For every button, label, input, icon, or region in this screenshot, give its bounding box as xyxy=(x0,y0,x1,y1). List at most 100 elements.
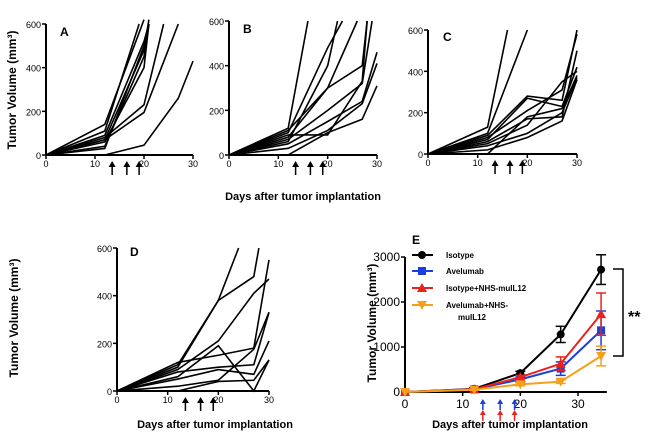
panel-a: 0 10 20 30 0 200 400 600 A Tumor Volume (mm³) xyxy=(5,19,198,175)
arrow-head-icon xyxy=(497,399,504,404)
x-tick-label: 0 xyxy=(114,395,119,405)
x-tick-label: 0 xyxy=(425,158,430,168)
x-tick-label: 30 xyxy=(188,159,198,169)
series-avelumab-nhs-muil12 xyxy=(400,345,607,397)
individual-growth-curve xyxy=(116,247,260,392)
arrow-head-icon xyxy=(518,160,526,166)
series-line xyxy=(404,329,602,393)
y-tick-label: 2000 xyxy=(373,295,400,309)
series-isotype xyxy=(401,254,607,396)
y-tick-label: 400 xyxy=(408,67,423,77)
x-tick-label: 30 xyxy=(372,159,382,169)
legend-label: Isotype+NHS-muIL12 xyxy=(446,284,527,293)
y-tick-label: 400 xyxy=(209,62,224,72)
marker-triangle-down xyxy=(400,388,410,397)
marker-triangle-down xyxy=(596,352,607,361)
x-tick-label: 20 xyxy=(522,158,532,168)
series-line xyxy=(404,313,602,393)
legend-label: muIL12 xyxy=(458,313,487,322)
y-tick-label: 600 xyxy=(97,244,112,254)
individual-growth-curve xyxy=(228,20,358,156)
panel-label: E xyxy=(412,233,420,247)
individual-growth-curve xyxy=(228,20,368,156)
significance-bracket xyxy=(613,268,624,357)
individual-growth-curve xyxy=(427,33,578,155)
individual-growth-curve xyxy=(116,344,270,393)
y-tick-label: 600 xyxy=(408,26,423,36)
individual-growth-curve xyxy=(427,29,509,155)
y-tick-label: 0 xyxy=(36,151,41,161)
panel-c: 0 10 20 30 0 200 400 600 C xyxy=(408,26,582,174)
panel-label: A xyxy=(60,25,69,39)
x-tick-label: 10 xyxy=(163,395,173,405)
panel-b: 0 10 20 30 0 200 400 600 B Days after tumor impla… xyxy=(209,17,382,203)
legend-label: Avelumab xyxy=(446,267,484,276)
individual-growth-curve xyxy=(228,20,339,156)
individual-growth-curve xyxy=(427,29,529,155)
arrow-head-icon xyxy=(491,160,499,166)
y-tick-label: 0 xyxy=(418,150,423,160)
individual-growth-curve xyxy=(427,66,578,155)
individual-growth-curve xyxy=(45,19,145,156)
individual-growth-curve xyxy=(45,23,150,156)
individual-growth-curve xyxy=(116,278,270,392)
marker-circle xyxy=(556,330,565,339)
arrow-head-icon xyxy=(209,397,217,403)
individual-growth-curve xyxy=(427,79,578,155)
x-tick-label: 0 xyxy=(43,159,48,169)
individual-growth-curve xyxy=(427,77,578,155)
marker-triangle-down xyxy=(417,301,427,310)
individual-growth-curve xyxy=(229,85,378,156)
x-axis-label: Days after tumor implantation xyxy=(432,419,588,431)
y-tick-label: 0 xyxy=(107,387,112,397)
panel-label: B xyxy=(243,22,252,36)
arrow-head-icon xyxy=(292,161,300,167)
arrow-head-icon xyxy=(181,397,189,403)
series-line xyxy=(404,355,602,393)
x-tick-label: 10 xyxy=(90,159,100,169)
individual-growth-curve xyxy=(228,20,373,156)
y-tick-label: 3000 xyxy=(373,250,400,264)
x-tick-label: 20 xyxy=(514,397,528,411)
panel-label: D xyxy=(130,245,139,259)
individual-growth-curve xyxy=(117,359,270,392)
y-tick-label: 600 xyxy=(209,17,224,27)
individual-growth-curve xyxy=(45,23,180,156)
marker-triangle-down xyxy=(555,377,566,387)
x-tick-label: 0 xyxy=(402,397,409,411)
marker-square xyxy=(418,267,426,275)
individual-growth-curve xyxy=(116,312,270,392)
legend: Isotype Avelumab Isotype+NHS-muIL12 Aveluma… xyxy=(412,251,527,322)
y-tick-label: 0 xyxy=(219,151,224,161)
y-tick-label: 200 xyxy=(209,106,224,116)
individual-growth-curve xyxy=(427,50,578,155)
individual-growth-curve xyxy=(228,52,378,156)
arrow-head-icon xyxy=(135,161,143,167)
individual-growth-curve xyxy=(116,312,270,392)
y-axis-label: Tumor Volume (mm³) xyxy=(5,31,19,150)
arrow-head-icon xyxy=(511,410,518,415)
marker-circle xyxy=(597,265,606,274)
y-axis-label: Tumor Volume (mm³) xyxy=(365,264,379,383)
arrow-head-icon xyxy=(197,397,205,403)
arrow-head-icon xyxy=(319,161,327,167)
individual-growth-curve xyxy=(45,23,150,156)
y-tick-label: 200 xyxy=(408,109,423,119)
individual-growth-curve xyxy=(427,70,578,155)
y-tick-label: 200 xyxy=(97,339,112,349)
x-axis-label: Days after tumor implantation xyxy=(225,191,381,203)
legend-label: Isotype xyxy=(446,251,475,260)
x-tick-label: 30 xyxy=(264,395,274,405)
arrow-head-icon xyxy=(306,161,314,167)
x-tick-label: 10 xyxy=(456,397,470,411)
panel-d: 0 10 20 30 0 200 400 600 D Tumor Volume (mm³) Days… xyxy=(7,244,293,431)
marker-triangle-up xyxy=(555,358,566,368)
individual-growth-curve xyxy=(45,23,140,156)
x-tick-label: 20 xyxy=(323,159,333,169)
individual-growth-curve xyxy=(45,23,165,156)
y-tick-label: 1000 xyxy=(373,340,400,354)
x-tick-label: 10 xyxy=(473,158,483,168)
x-tick-label: 0 xyxy=(226,159,231,169)
x-tick-label: 10 xyxy=(273,159,283,169)
